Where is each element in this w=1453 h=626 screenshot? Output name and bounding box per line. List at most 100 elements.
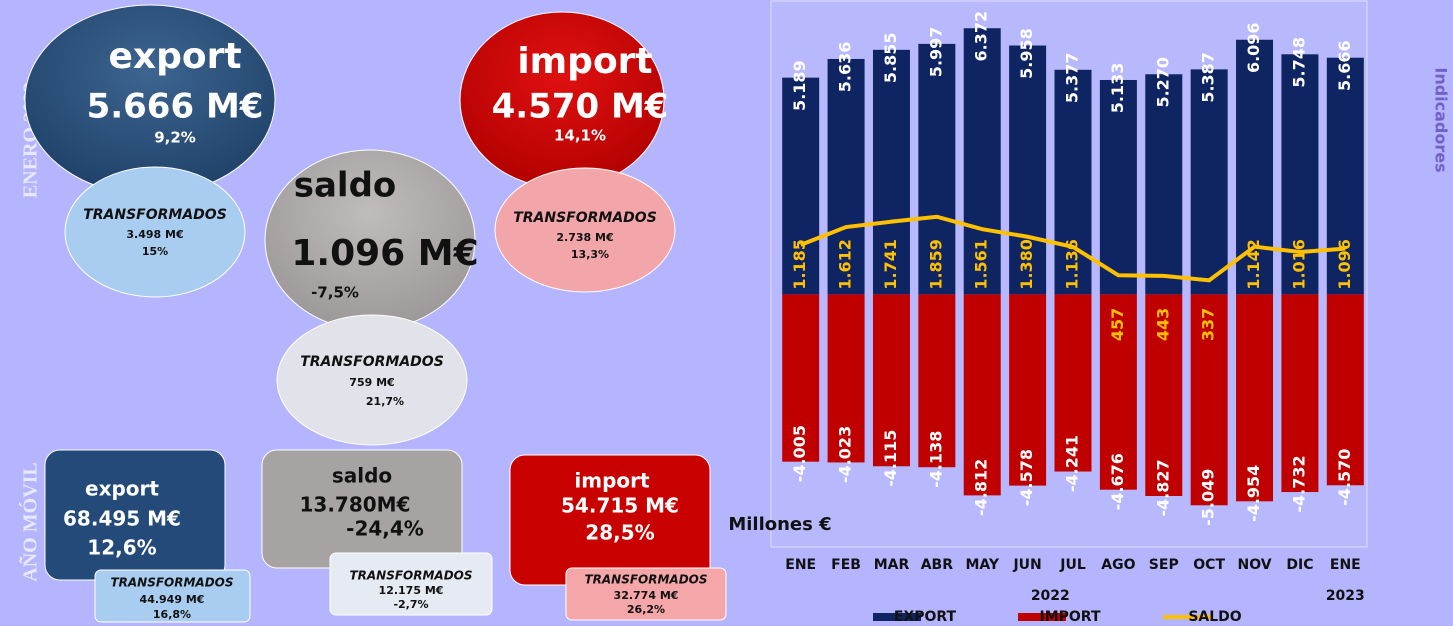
year-label: 2023	[1326, 588, 1365, 604]
sub-title: TRANSFORMADOS	[300, 354, 444, 370]
value: 5.666 M€	[87, 87, 264, 127]
sub-box	[94, 569, 251, 623]
sub-value: 44.949 M€	[140, 593, 205, 606]
value-label: 5.133	[1108, 63, 1127, 114]
bar	[1281, 294, 1319, 493]
sub-change: 16,8%	[153, 608, 191, 621]
legend-label: IMPORT	[1039, 609, 1100, 625]
bar	[1099, 294, 1137, 490]
sidebar-label: Indicadores	[1432, 67, 1451, 172]
sub-change: 13,3%	[571, 248, 609, 261]
bar	[1054, 294, 1092, 472]
title: saldo	[332, 464, 392, 488]
sub-title: TRANSFORMADOS	[110, 576, 233, 590]
change: -24,4%	[346, 517, 424, 541]
legend-swatch	[1018, 613, 1066, 621]
value-label: 5.387	[1199, 52, 1218, 103]
legend-swatch	[873, 613, 921, 621]
value-label: 1.142	[1244, 239, 1263, 290]
x-tick-label: NOV	[1237, 557, 1271, 573]
value-label: 6.372	[972, 11, 991, 62]
sub-value: 32.774 M€	[614, 589, 679, 602]
value-label: 1.612	[836, 239, 855, 290]
bar	[918, 43, 956, 295]
bar	[782, 77, 820, 295]
value-label: 6.096	[1244, 22, 1263, 73]
value-label: -5.049	[1199, 469, 1218, 526]
legend-label: SALDO	[1188, 609, 1241, 625]
bar	[1099, 79, 1137, 295]
bar	[1236, 39, 1274, 295]
title: export	[108, 36, 241, 77]
sub-change: 15%	[142, 245, 168, 258]
bar	[1281, 54, 1319, 295]
value-label: -4.578	[1017, 449, 1036, 506]
sub-change: -2,7%	[393, 598, 428, 611]
value-label: 443	[1153, 308, 1172, 341]
saldo-line	[799, 214, 1346, 283]
bar	[827, 58, 865, 295]
value-label: 1.561	[972, 239, 991, 290]
sub-value: 12.175 M€	[379, 584, 444, 597]
change: 9,2%	[154, 129, 196, 147]
x-tick-label: SEP	[1149, 557, 1179, 573]
year-label: 2022	[1031, 588, 1070, 604]
sub-bubble	[276, 314, 468, 446]
value-label: 457	[1108, 308, 1127, 341]
bar	[1326, 294, 1364, 486]
bar	[1009, 45, 1047, 295]
value-label: 337	[1199, 308, 1218, 341]
x-tick-label: AGO	[1101, 557, 1135, 573]
x-tick-label: ENE	[1330, 557, 1361, 573]
value-label: 1.741	[881, 239, 900, 290]
unit-label: Millones €	[728, 514, 831, 535]
value: 4.570 M€	[492, 87, 669, 127]
value-label: 1.859	[926, 239, 945, 290]
bar	[1190, 69, 1228, 295]
title: import	[574, 469, 650, 493]
bar	[963, 294, 1001, 496]
value-label: 5.958	[1017, 28, 1036, 79]
sub-title: TRANSFORMADOS	[513, 210, 657, 226]
value: 68.495 M€	[63, 507, 181, 531]
bar	[872, 294, 910, 467]
sub-title: TRANSFORMADOS	[349, 569, 472, 583]
bar	[827, 294, 865, 463]
value: 13.780M€	[300, 493, 411, 517]
x-tick-label: OCT	[1193, 557, 1225, 573]
bar	[782, 294, 820, 462]
x-tick-label: JUN	[1012, 557, 1041, 573]
change: -7,5%	[311, 284, 359, 302]
change: 12,6%	[87, 536, 156, 560]
value-label: 5.377	[1063, 52, 1082, 103]
value-label: 5.189	[790, 60, 809, 111]
x-tick-label: MAR	[874, 557, 910, 573]
sub-box	[329, 552, 493, 616]
value-label: 1.136	[1063, 239, 1082, 290]
value-label: 5.997	[926, 27, 945, 78]
x-tick-label: ABR	[921, 557, 954, 573]
x-tick-label: JUL	[1059, 557, 1086, 573]
sub-value: 3.498 M€	[126, 228, 183, 241]
sub-change: 26,2%	[627, 603, 665, 616]
title: export	[85, 477, 159, 501]
value-label: -4.241	[1063, 435, 1082, 492]
sub-bubble	[494, 167, 676, 293]
bar	[1145, 74, 1183, 295]
change: 28,5%	[585, 521, 654, 545]
title: import	[517, 41, 652, 82]
value-label: 5.748	[1289, 37, 1308, 88]
value-label: 5.666	[1335, 40, 1354, 91]
value-label: -4.812	[972, 459, 991, 516]
value-label: -4.005	[790, 425, 809, 482]
bar	[1190, 294, 1228, 506]
value-label: 1.380	[1017, 239, 1036, 290]
value-label: -4.115	[881, 430, 900, 487]
legend-label: EXPORT	[894, 609, 957, 625]
side-label: AÑO MÓVIL	[18, 462, 42, 581]
bar	[1009, 294, 1047, 486]
value-label: 1.096	[1335, 239, 1354, 290]
bar	[872, 49, 910, 295]
sub-change: 21,7%	[366, 395, 404, 408]
value-label: -4.676	[1108, 453, 1127, 510]
